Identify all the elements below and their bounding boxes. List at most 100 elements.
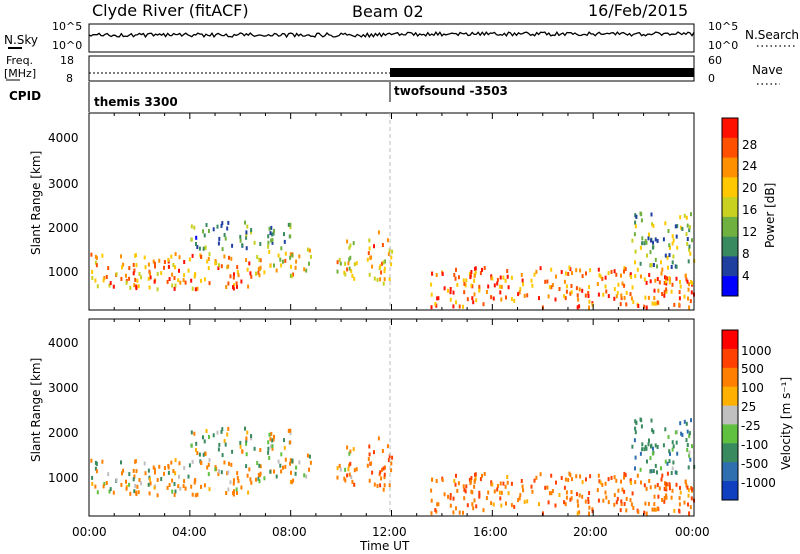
power-cell: [485, 290, 488, 294]
power-cell: [188, 257, 191, 262]
velocity-cell: [478, 494, 481, 499]
power-cell: [280, 246, 283, 251]
power-cell: [231, 243, 234, 248]
power-cell: [268, 226, 271, 231]
power-cell: [651, 222, 654, 227]
power-cell: [478, 288, 481, 293]
velocity-cell: [144, 471, 147, 476]
velocity-cell: [644, 501, 647, 506]
power-cell: [504, 278, 507, 283]
power-cell: [355, 261, 358, 266]
power-cell: [581, 288, 584, 293]
power-cell: [149, 271, 151, 276]
velocity-cell: [588, 511, 590, 516]
velocity-cell: [653, 502, 656, 507]
velocity-cell: [680, 431, 683, 436]
velocity-cell: [654, 443, 657, 448]
power-ytick-3000: 3000: [48, 177, 79, 191]
velocity-cell: [660, 466, 662, 471]
velocity-cell: [510, 481, 513, 486]
vel-cbar-tick-1000: 1000: [741, 344, 772, 358]
power-cell: [195, 235, 198, 240]
power-cell: [554, 297, 557, 302]
nave-tick-bottom: 0: [708, 72, 715, 85]
velocity-cell: [470, 476, 473, 480]
velocity-cell: [473, 498, 476, 503]
power-cell: [641, 241, 644, 246]
velocity-cell: [230, 462, 233, 467]
velocity-cell: [267, 440, 270, 445]
velocity-cell: [383, 475, 386, 480]
velocity-cell: [648, 438, 650, 443]
power-cell: [654, 278, 657, 283]
power-cell: [125, 280, 128, 285]
power-cell: [277, 253, 280, 258]
power-cell: [546, 279, 549, 284]
power-cbar-tick-12: 12: [742, 225, 757, 239]
power-cell: [686, 223, 689, 228]
power-cell: [500, 297, 503, 302]
velocity-cell: [453, 478, 456, 483]
colorbar-swatch: [722, 256, 738, 277]
power-cell: [305, 268, 308, 273]
power-cbar-tick-20: 20: [742, 181, 757, 195]
power-cell: [473, 278, 476, 283]
velocity-cell: [135, 469, 138, 474]
velocity-cell: [675, 482, 678, 487]
velocity-cell: [348, 451, 351, 456]
power-cell: [349, 243, 352, 248]
velocity-cell: [550, 491, 553, 496]
velocity-cell: [663, 495, 666, 500]
velocity-cell: [469, 481, 472, 486]
power-cell: [390, 262, 393, 267]
velocity-cell: [683, 419, 686, 424]
velocity-cbar-label: Velocity [m s⁻¹]: [779, 377, 793, 470]
nsky-tick-top-right: 10^5: [708, 20, 738, 33]
velocity-cell: [607, 477, 610, 482]
power-cell: [138, 272, 141, 276]
colorbar-swatch: [722, 118, 738, 139]
velocity-cell: [226, 432, 229, 437]
velocity-cell: [138, 478, 141, 482]
power-cell: [623, 265, 626, 270]
power-axis-ticks: [88, 113, 695, 310]
velocity-cell: [616, 496, 619, 501]
power-cell: [196, 245, 199, 249]
power-cell: [558, 287, 561, 291]
velocity-ytick-3000: 3000: [48, 381, 79, 395]
velocity-cell: [171, 478, 174, 483]
power-scatter: [90, 211, 696, 310]
power-cell: [458, 304, 461, 309]
velocity-cell: [665, 493, 668, 498]
velocity-cell: [690, 496, 693, 501]
velocity-scatter: [90, 417, 696, 516]
velocity-cell: [270, 431, 273, 436]
velocity-cell: [91, 475, 94, 480]
power-cell: [147, 276, 150, 281]
velocity-cell: [613, 475, 616, 480]
power-cell: [645, 280, 648, 285]
power-cell: [470, 270, 473, 274]
power-cell: [621, 281, 624, 286]
power-cell: [136, 278, 139, 283]
power-cell: [687, 282, 690, 287]
velocity-cell: [227, 487, 230, 492]
velocity-cell: [102, 484, 105, 489]
velocity-cell: [581, 494, 584, 499]
velocity-cell: [290, 470, 292, 475]
power-cell: [455, 300, 457, 305]
velocity-cell: [660, 477, 663, 482]
velocity-cell: [491, 482, 494, 487]
velocity-cell: [147, 468, 150, 473]
power-cell: [441, 272, 444, 276]
velocity-cell: [539, 472, 542, 477]
power-cell: [689, 251, 692, 256]
power-cell: [196, 286, 199, 291]
velocity-cell: [531, 489, 534, 494]
velocity-cell: [143, 461, 146, 466]
power-cell: [676, 245, 679, 250]
velocity-cell: [346, 445, 349, 450]
velocity-cell: [663, 499, 666, 504]
cpid-panel: CPID themis 3300 twofsound -3503: [9, 82, 508, 112]
power-cell: [656, 277, 659, 281]
